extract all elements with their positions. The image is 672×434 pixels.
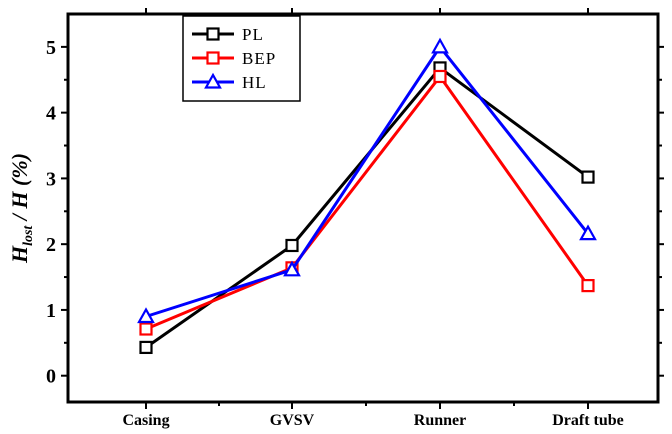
series-line [145,45,590,318]
data-point [139,340,153,355]
legend-item: HL [192,72,267,92]
data-point [285,238,299,253]
series-line [145,74,590,331]
x-axis-ticks: Casing GVSV Runner Draft tube [122,8,624,429]
data-point [431,37,449,54]
plot-axes [66,12,660,404]
series-line [145,66,589,349]
legend-item: PL [192,25,264,44]
y-tick-label: 4 [46,103,56,125]
x-tick-label: GVSV [270,412,315,429]
y-tick-label: 3 [46,168,56,190]
data-point [581,170,595,184]
legend-item: BEP [192,49,276,68]
legend-label: PL [242,25,264,44]
legend-marker [206,27,220,41]
y-axis-ticks: 0 1 2 3 4 5 [46,37,664,388]
series-hl [137,37,597,324]
legend-marker [206,51,220,65]
x-tick-label: Casing [122,412,169,429]
legend-marker [204,72,222,89]
y-tick-label: 1 [46,300,56,322]
y-tick-label: 0 [46,366,56,388]
plot-frame [66,12,660,404]
data-point [433,69,447,84]
x-tick-label: Runner [414,412,466,429]
data-point [283,260,301,277]
legend-label: BEP [242,49,276,68]
data-point [137,307,155,324]
data-point [579,224,597,241]
legend-label: HL [242,73,267,92]
data-point [581,279,595,293]
y-tick-label: 5 [46,37,56,59]
series-pl [139,61,595,355]
x-tick-label: Draft tube [552,412,624,429]
data-point [139,322,153,336]
legend: PL BEP HL [182,15,301,102]
y-tick-label: 2 [46,234,56,256]
y-axis-label: Hlost / H (%) [7,153,36,264]
chart-series [137,37,597,355]
